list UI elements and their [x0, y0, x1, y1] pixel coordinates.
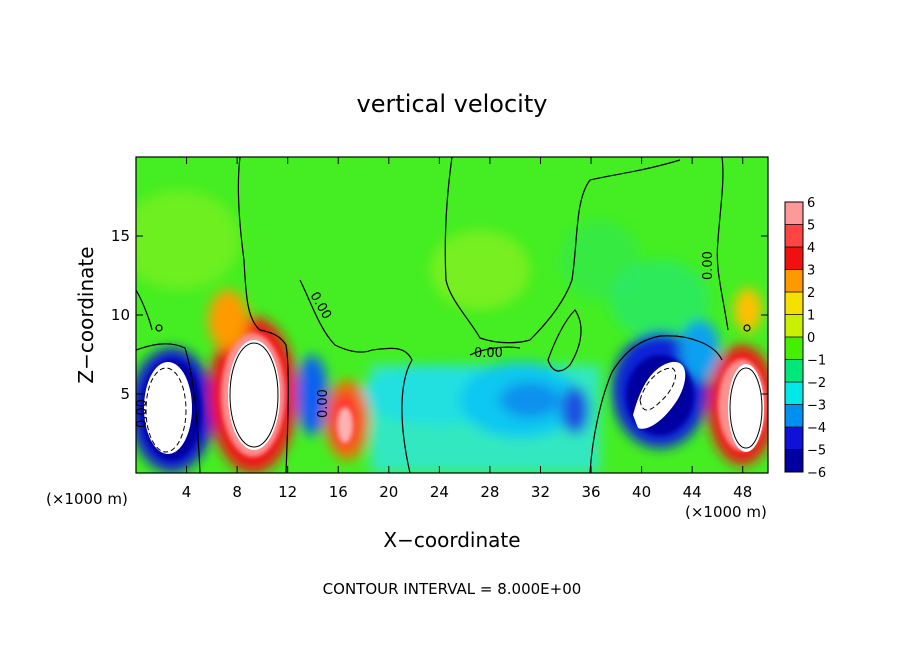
contour-label: 0.00 — [701, 251, 716, 280]
x-tick-label: 16 — [329, 483, 348, 501]
colorbar-swatch — [785, 337, 803, 360]
y-tick-label: 5 — [120, 385, 130, 403]
heatmap-field: 0.00 0.00 0.00 0.00 0.00 — [135, 157, 768, 473]
colorbar-swatch — [785, 247, 803, 270]
colorbar-label: 3 — [807, 264, 815, 279]
y-tick-label: 10 — [111, 306, 130, 324]
colorbar: 6 5 4 3 2 1 0 −1 −2 −3 −4 −5 −6 — [784, 196, 826, 481]
colorbar-swatch — [785, 382, 803, 405]
x-tick-label: 36 — [581, 483, 600, 501]
y-tick-label: 15 — [111, 227, 130, 245]
colorbar-label: 4 — [807, 241, 815, 256]
x-tick-label: 44 — [683, 483, 702, 501]
x-tick-label: 4 — [182, 483, 192, 501]
colorbar-swatch — [785, 449, 803, 473]
x-tick-label: 20 — [379, 483, 398, 501]
contour-interval-note: CONTOUR INTERVAL = 8.000E+00 — [323, 580, 582, 598]
x-tick-label: 12 — [278, 483, 297, 501]
colorbar-swatch — [785, 404, 803, 428]
colorbar-label: −4 — [807, 421, 826, 436]
colorbar-label: −1 — [807, 354, 826, 369]
colorbar-label: −5 — [807, 444, 826, 459]
colorbar-label: 6 — [807, 196, 815, 211]
x-tick-label: 40 — [632, 483, 651, 501]
contour-label: 0.00 — [135, 399, 150, 428]
colorbar-label: −2 — [807, 376, 826, 391]
x-axis-label: X−coordinate — [383, 528, 520, 552]
contour-label: 0.00 — [474, 346, 503, 361]
colorbar-swatch — [785, 224, 803, 248]
x-tick-label: 48 — [733, 483, 752, 501]
colorbar-swatch — [785, 427, 803, 450]
x-tick-label: 32 — [531, 483, 550, 501]
colorbar-label: 5 — [807, 219, 815, 234]
x-axis: 4 8 12 16 20 24 28 32 36 40 44 48 — [182, 157, 752, 501]
chart-title: vertical velocity — [357, 90, 548, 118]
x-tick-label: 24 — [430, 483, 449, 501]
colorbar-swatch — [785, 359, 803, 383]
colorbar-swatch — [785, 292, 803, 315]
colorbar-swatch — [785, 269, 803, 293]
x-tick-label: 8 — [232, 483, 242, 501]
negative-contour-lines — [145, 367, 676, 453]
y-axis-label: Z−coordinate — [74, 246, 98, 383]
y-axis: 5 10 15 — [111, 227, 768, 403]
contour-label: 0.00 — [316, 389, 331, 418]
x-units-right: (×1000 m) — [685, 503, 767, 521]
colorbar-label: 2 — [807, 286, 815, 301]
contour-lines — [136, 157, 763, 473]
x-tick-label: 28 — [480, 483, 499, 501]
colorbar-label: −6 — [807, 466, 826, 481]
colorbar-label: 1 — [807, 309, 815, 324]
colorbar-swatch — [785, 314, 803, 338]
colorbar-swatch — [785, 202, 803, 225]
colorbar-label: 0 — [807, 331, 815, 346]
x-units-left: (×1000 m) — [46, 490, 128, 508]
colorbar-label: −3 — [807, 399, 826, 414]
